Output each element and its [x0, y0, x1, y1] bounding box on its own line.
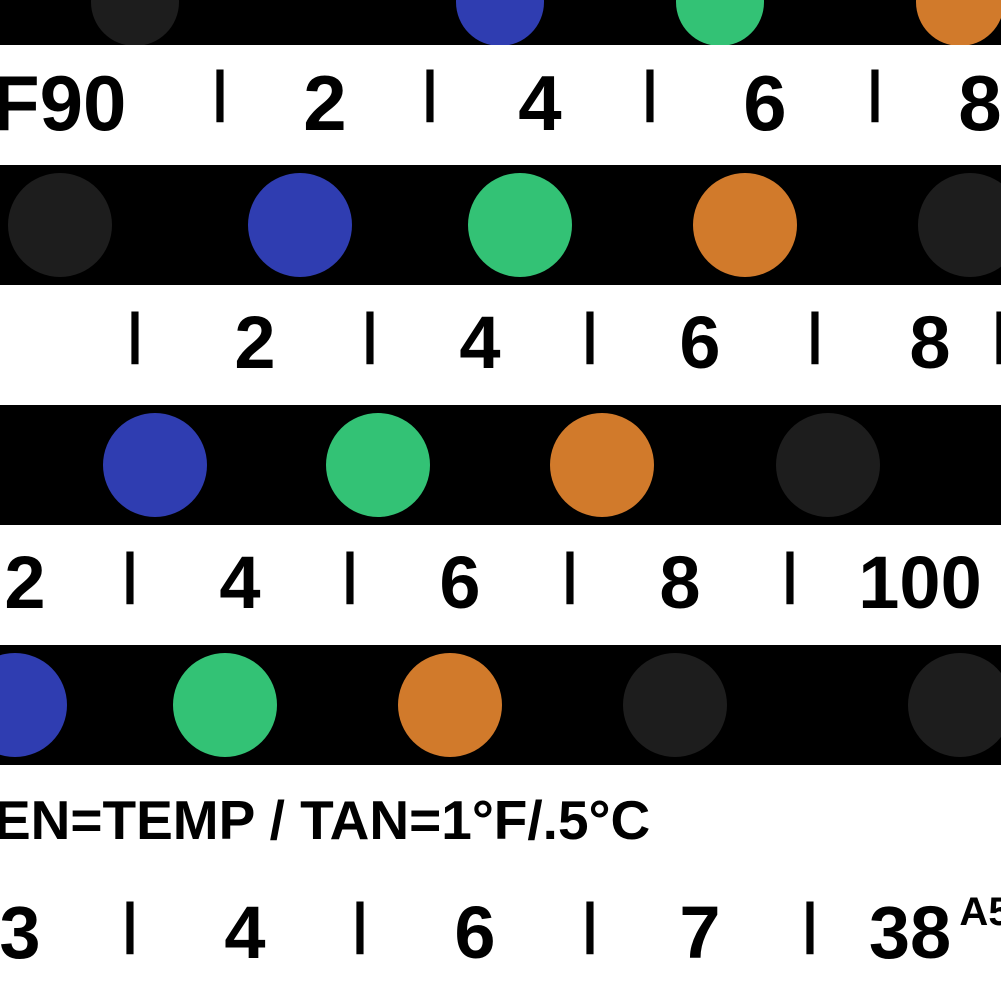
- scale-number: 4: [459, 300, 500, 385]
- indicator-dot: [8, 173, 112, 277]
- scale-number: 7: [679, 890, 720, 975]
- indicator-dot: [776, 413, 880, 517]
- scale-number: 3: [0, 890, 41, 975]
- white-band: [0, 45, 1001, 165]
- scale-number: 6: [679, 300, 720, 385]
- scale-number: 6: [743, 58, 786, 149]
- scale-tick: |: [127, 300, 143, 365]
- scale-number: 8: [958, 58, 1001, 149]
- scale-tick: |: [992, 300, 1001, 365]
- scale-tick: |: [802, 890, 818, 955]
- scale-number: 100: [858, 540, 981, 625]
- scale-tick: |: [422, 58, 438, 123]
- indicator-dot: [468, 173, 572, 277]
- scale-tick: |: [342, 540, 358, 605]
- scale-tick: |: [212, 58, 228, 123]
- scale-tick: |: [582, 300, 598, 365]
- indicator-dot: [693, 173, 797, 277]
- indicator-dot: [623, 653, 727, 757]
- white-band: [0, 525, 1001, 645]
- scale-number: F90: [0, 58, 126, 149]
- indicator-dot: [550, 413, 654, 517]
- scale-tick: |: [867, 58, 883, 123]
- indicator-dot: [908, 653, 1001, 757]
- scale-tick: |: [782, 540, 798, 605]
- indicator-dot: [173, 653, 277, 757]
- scale-number: 4: [219, 540, 260, 625]
- scale-number: 4: [224, 890, 265, 975]
- scale-tick: |: [122, 890, 138, 955]
- indicator-dot: [103, 413, 207, 517]
- scale-tick: |: [642, 58, 658, 123]
- indicator-dot: [248, 173, 352, 277]
- scale-tick: |: [362, 300, 378, 365]
- scale-tick: |: [807, 300, 823, 365]
- scale-number: 2: [234, 300, 275, 385]
- scale-number: 6: [439, 540, 480, 625]
- scale-tick: |: [562, 540, 578, 605]
- scale-number: 8: [909, 300, 950, 385]
- scale-number: 6: [454, 890, 495, 975]
- scale-tick: |: [122, 540, 138, 605]
- scale-number: A5: [959, 890, 1001, 935]
- scale-number: 2: [4, 540, 45, 625]
- indicator-dot: [398, 653, 502, 757]
- scale-number: 4: [518, 58, 561, 149]
- indicator-dot: [326, 413, 430, 517]
- legend-text: EN=TEMP / TAN=1°F/.5°C: [0, 788, 995, 852]
- scale-tick: |: [352, 890, 368, 955]
- scale-number: 38: [869, 890, 951, 975]
- scale-number: 2: [303, 58, 346, 149]
- scale-tick: |: [582, 890, 598, 955]
- scale-number: 8: [659, 540, 700, 625]
